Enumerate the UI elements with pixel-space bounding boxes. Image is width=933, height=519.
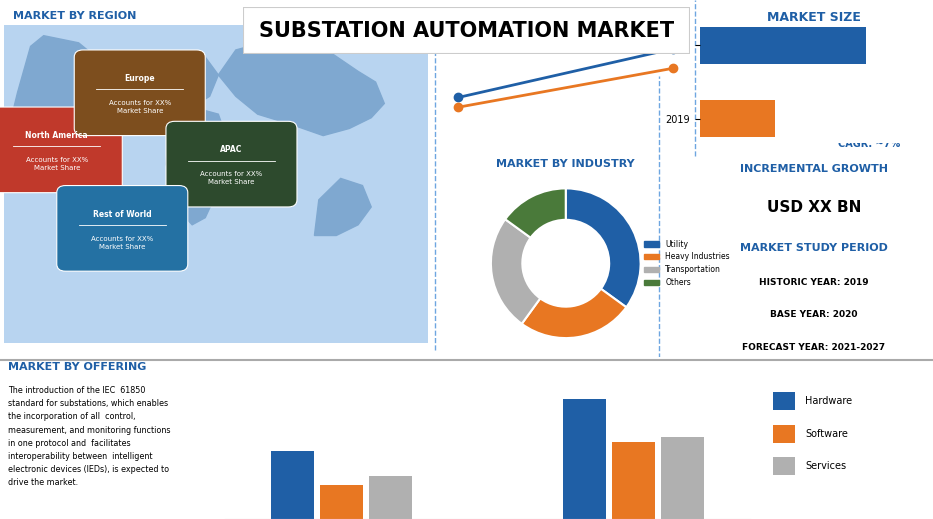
Text: Accounts for XX%
Market Share: Accounts for XX% Market Share [201,171,262,185]
Text: SUBSTATION AUTOMATION MARKET: SUBSTATION AUTOMATION MARKET [259,21,674,40]
FancyBboxPatch shape [57,186,188,271]
Text: North America: North America [25,131,88,140]
Text: USD XX BN: USD XX BN [767,200,861,215]
Text: Accounts for XX%
Market Share: Accounts for XX% Market Share [91,236,153,250]
Wedge shape [522,289,626,338]
Text: MARKET BY OFFERING: MARKET BY OFFERING [8,362,146,372]
Legend: Utility, Heavy Industries, Transportation, Others: Utility, Heavy Industries, Transportatio… [641,237,732,290]
FancyBboxPatch shape [166,121,297,207]
FancyBboxPatch shape [0,107,122,193]
FancyBboxPatch shape [5,25,428,343]
Wedge shape [491,219,540,324]
Text: BASE YEAR: 2020: BASE YEAR: 2020 [770,310,857,319]
Wedge shape [565,188,641,307]
Text: The introduction of the IEC  61850
standard for substations, which enables
the i: The introduction of the IEC 61850 standa… [8,386,171,487]
FancyBboxPatch shape [75,50,205,135]
Bar [369,476,412,519]
Text: Services: Services [805,461,846,471]
Text: APAC: APAC [220,145,243,154]
Bar [320,485,363,519]
Polygon shape [166,107,227,225]
Polygon shape [314,179,371,236]
FancyBboxPatch shape [773,392,795,411]
Polygon shape [62,157,118,264]
Bar [272,450,313,519]
FancyBboxPatch shape [773,457,795,475]
Text: CAGR: ~7%: CAGR: ~7% [838,139,899,149]
Bar [563,400,606,519]
Text: Europe: Europe [124,74,155,83]
Text: Software: Software [805,429,848,439]
Text: MARKET SIZE: MARKET SIZE [767,11,861,24]
Text: INCREMENTAL GROWTH: INCREMENTAL GROWTH [740,164,888,174]
Bar [612,442,655,519]
Text: MARKET STUDY PERIOD: MARKET STUDY PERIOD [740,243,888,253]
Text: MARKET BY REGION: MARKET BY REGION [13,11,136,21]
Polygon shape [13,36,114,168]
FancyBboxPatch shape [773,425,795,443]
Title: MARKET BY INDUSTRY: MARKET BY INDUSTRY [496,159,635,169]
Text: Accounts for XX%
Market Share: Accounts for XX% Market Share [25,157,88,171]
Text: FORECAST YEAR: 2021-2027: FORECAST YEAR: 2021-2027 [743,343,885,351]
Text: Rest of World: Rest of World [93,210,151,218]
FancyBboxPatch shape [243,7,690,54]
Wedge shape [505,188,565,238]
Text: Hardware: Hardware [805,397,853,406]
Text: HISTORIC YEAR: 2019: HISTORIC YEAR: 2019 [759,278,869,288]
Bar [661,437,703,519]
Text: Accounts for XX%
Market Share: Accounts for XX% Market Share [108,100,171,114]
Polygon shape [161,57,218,107]
Polygon shape [218,39,384,135]
Legend: Transmission Substations, Distribution Substations: Transmission Substations, Distribution S… [440,4,562,32]
